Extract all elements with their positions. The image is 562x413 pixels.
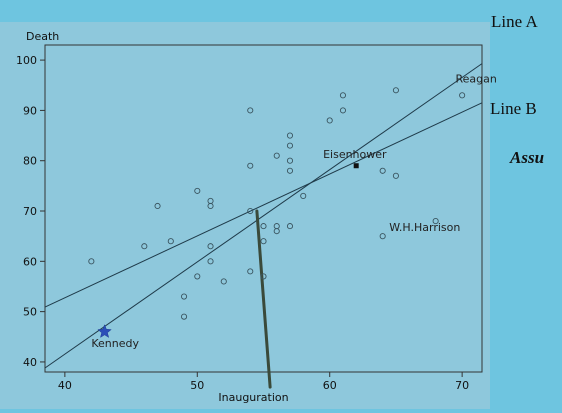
- y-tick-label: 60: [23, 255, 37, 268]
- data-point: [286, 223, 294, 230]
- reagan-label: Reagan: [456, 73, 497, 86]
- y-tick-label: 40: [23, 356, 37, 369]
- line-b: [44, 102, 483, 308]
- x-tick-label: 50: [190, 379, 204, 392]
- data-point: [141, 243, 148, 250]
- data-point: [379, 167, 386, 174]
- data-point: [286, 157, 294, 164]
- data-point: [207, 243, 214, 250]
- data-point: [392, 87, 399, 94]
- data-point: [247, 268, 254, 275]
- x-tick-label: 70: [455, 379, 469, 392]
- data-point: [339, 107, 347, 114]
- eisenhower-point: [353, 163, 359, 169]
- vertical-mark: [255, 209, 272, 389]
- data-point: [392, 172, 399, 179]
- data-point: [194, 273, 201, 280]
- y-tick-label: 90: [23, 104, 37, 117]
- line-a: [44, 63, 483, 369]
- x-axis-label: Inauguration: [218, 391, 288, 404]
- eisenhower-label: Eisenhower: [323, 148, 387, 161]
- data-point: [180, 293, 188, 300]
- chart-panel: [0, 22, 490, 409]
- data-point: [459, 92, 466, 99]
- line-a-label: Line A: [491, 12, 538, 31]
- data-point: [220, 278, 227, 285]
- plot-area: [44, 44, 483, 373]
- data-point: [379, 233, 386, 240]
- data-point: [167, 238, 174, 245]
- y-tick-label: 50: [23, 306, 37, 319]
- data-point: [194, 187, 201, 194]
- kennedy-label: Kennedy: [91, 337, 139, 350]
- x-tick-label: 40: [58, 379, 72, 392]
- data-point: [247, 207, 254, 215]
- x-tick-label: 60: [323, 379, 337, 392]
- assumption-label: Assu: [510, 148, 545, 167]
- y-tick-label: 70: [23, 205, 37, 218]
- y-tick-label: 80: [23, 155, 37, 168]
- data-point: [247, 107, 254, 114]
- data-point: [326, 117, 333, 124]
- line-b-label: Line B: [490, 99, 537, 118]
- data-point: [432, 218, 439, 225]
- data-point: [300, 192, 307, 199]
- data-point: [286, 132, 294, 139]
- y-tick-label: 100: [16, 54, 37, 67]
- data-point: [247, 162, 254, 169]
- data-point: [273, 228, 280, 235]
- data-point: [207, 202, 214, 210]
- data-point: [273, 152, 280, 159]
- data-point: [339, 92, 347, 99]
- data-point: [286, 142, 294, 149]
- data-point: [286, 167, 294, 174]
- kennedy-point: [97, 324, 112, 338]
- data-point: [154, 202, 161, 210]
- data-point: [88, 258, 95, 265]
- data-point: [260, 238, 267, 245]
- data-point: [260, 223, 267, 230]
- data-point: [207, 258, 214, 265]
- data-point: [260, 273, 267, 280]
- data-point: [180, 313, 188, 320]
- y-axis-label: Death: [26, 30, 59, 43]
- whharrison-label: W.H.Harrison: [389, 221, 460, 234]
